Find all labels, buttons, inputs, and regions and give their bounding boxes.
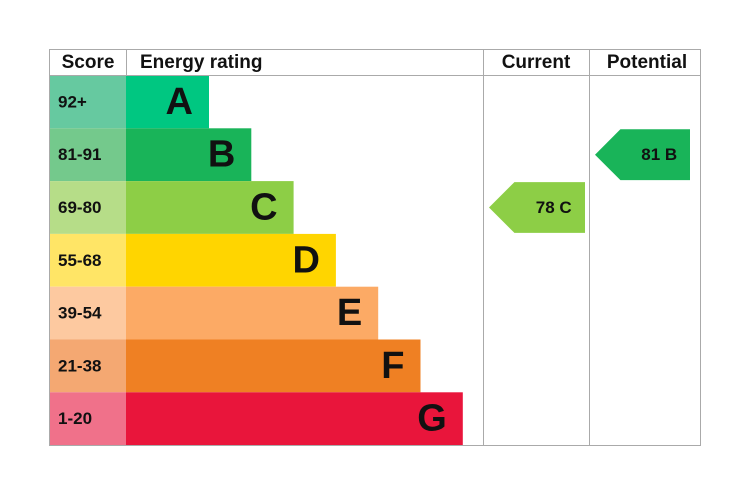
rating-bar [126,75,209,129]
rating-bar [126,128,252,182]
score-range: 39-54 [58,304,102,323]
score-cell [50,286,126,340]
potential-label: 81 B [641,145,677,164]
rating-bar [126,181,294,234]
score-range: 21-38 [58,356,101,375]
rating-bar [126,233,336,287]
score-range: 81-91 [58,145,101,164]
current-label: 78 C [536,198,572,217]
rating-letter: F [381,345,404,387]
score-cell [50,233,126,287]
rating-letter: A [166,81,193,123]
score-range: 1-20 [58,409,92,428]
table-frame [49,49,701,446]
rating-bar [126,392,463,446]
current-arrow [489,182,585,233]
score-range: 55-68 [58,251,101,270]
rating-letter: G [417,398,447,440]
header: Energy rating [140,52,262,73]
header: Potential [607,52,687,73]
score-range: 92+ [58,92,87,111]
rating-letter: D [292,239,319,281]
rating-letter: C [250,187,277,229]
score-range: 69-80 [58,198,101,217]
score-cell [50,339,126,393]
header: Current [502,52,571,73]
score-cell [50,392,126,446]
rating-bar [126,286,379,340]
score-cell [50,128,126,182]
potential-arrow [595,129,690,181]
rating-letter: E [337,292,362,334]
rating-bar [126,339,421,393]
frame [49,49,701,446]
score-cell [50,181,126,234]
rating-letter: B [208,134,235,176]
score-cell [50,75,126,129]
header: Score [62,52,115,73]
